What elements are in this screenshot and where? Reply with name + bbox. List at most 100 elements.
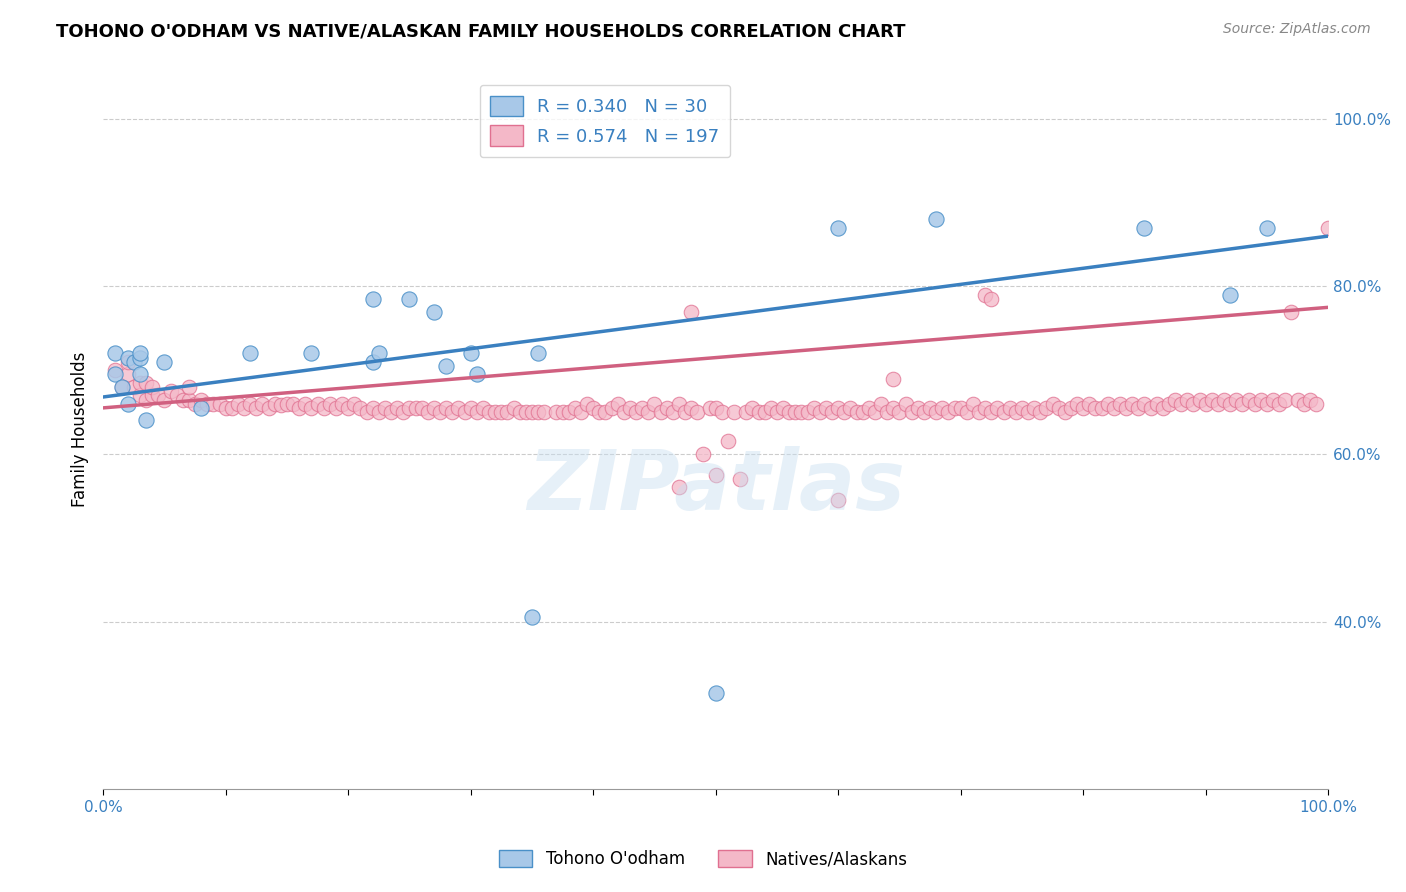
Point [796,405,818,419]
Point [1035,401,1057,415]
Point [128,351,150,365]
Point [1139,401,1161,415]
Point [1128,401,1150,415]
Point [527,346,550,360]
Point [128,388,150,402]
Point [117,397,139,411]
Point [827,401,849,415]
Point [128,376,150,390]
Point [1261,392,1284,407]
Point [882,401,904,415]
Point [863,405,886,419]
Point [1066,397,1088,411]
Point [637,405,659,419]
Point [1146,397,1168,411]
Point [1157,397,1180,411]
Point [520,610,543,624]
Point [735,405,758,419]
Point [1286,392,1309,407]
Point [576,397,599,411]
Point [551,405,574,419]
Point [613,405,636,419]
Point [128,346,150,360]
Point [226,397,249,411]
Point [741,401,763,415]
Point [1268,397,1291,411]
Point [411,401,433,415]
Point [998,401,1021,415]
Point [673,405,696,419]
Point [239,397,262,411]
Point [460,401,482,415]
Point [668,397,690,411]
Point [1243,397,1265,411]
Point [1053,405,1076,419]
Point [299,401,322,415]
Point [239,346,262,360]
Point [233,401,256,415]
Point [416,405,439,419]
Point [1201,392,1223,407]
Point [631,401,654,415]
Point [1164,392,1187,407]
Point [1175,392,1198,407]
Point [1084,401,1107,415]
Point [912,405,935,419]
Point [257,401,280,415]
Point [980,292,1002,306]
Point [938,405,960,419]
Point [956,405,979,419]
Point [900,405,922,419]
Point [681,304,703,318]
Point [993,405,1015,419]
Point [184,397,207,411]
Point [1102,401,1125,415]
Point [619,401,641,415]
Point [159,384,181,398]
Point [117,368,139,382]
Point [766,405,789,419]
Point [624,405,647,419]
Point [465,368,488,382]
Point [814,401,837,415]
Point [1004,405,1026,419]
Point [925,405,948,419]
Point [839,401,862,415]
Point [1042,397,1064,411]
Point [110,380,132,394]
Point [557,405,579,419]
Point [214,401,236,415]
Point [821,405,844,419]
Point [943,401,966,415]
Point [252,397,274,411]
Legend: Tohono O'odham, Natives/Alaskans: Tohono O'odham, Natives/Alaskans [492,843,914,875]
Point [1237,392,1260,407]
Point [1256,220,1278,235]
Point [367,405,389,419]
Text: ZIPatlas: ZIPatlas [527,446,904,527]
Y-axis label: Family Households: Family Households [72,351,89,507]
Point [803,401,825,415]
Point [423,304,446,318]
Point [889,405,911,419]
Point [1188,392,1211,407]
Point [858,401,880,415]
Point [1109,397,1132,411]
Point [398,292,420,306]
Point [135,376,157,390]
Legend: R = 0.340   N = 30, R = 0.574   N = 197: R = 0.340 N = 30, R = 0.574 N = 197 [479,85,730,157]
Point [588,405,610,419]
Point [790,405,813,419]
Point [478,405,501,419]
Point [699,401,721,415]
Point [1305,397,1327,411]
Point [845,405,868,419]
Point [882,371,904,385]
Point [1011,401,1033,415]
Point [135,413,157,427]
Point [650,405,672,419]
Point [785,405,807,419]
Point [1047,401,1070,415]
Point [434,359,457,373]
Point [870,397,893,411]
